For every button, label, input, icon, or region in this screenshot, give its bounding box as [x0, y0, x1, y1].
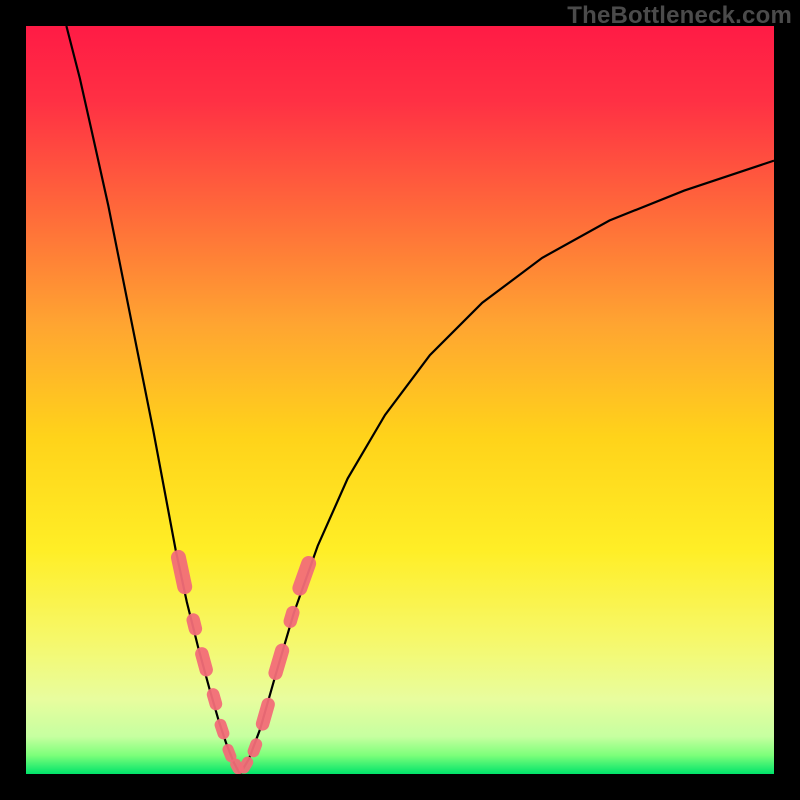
- watermark-label: TheBottleneck.com: [567, 2, 792, 30]
- chart-svg: [26, 26, 774, 774]
- plot-area: [26, 26, 774, 774]
- chart-background: [26, 26, 774, 774]
- outer-frame: TheBottleneck.com: [0, 0, 800, 800]
